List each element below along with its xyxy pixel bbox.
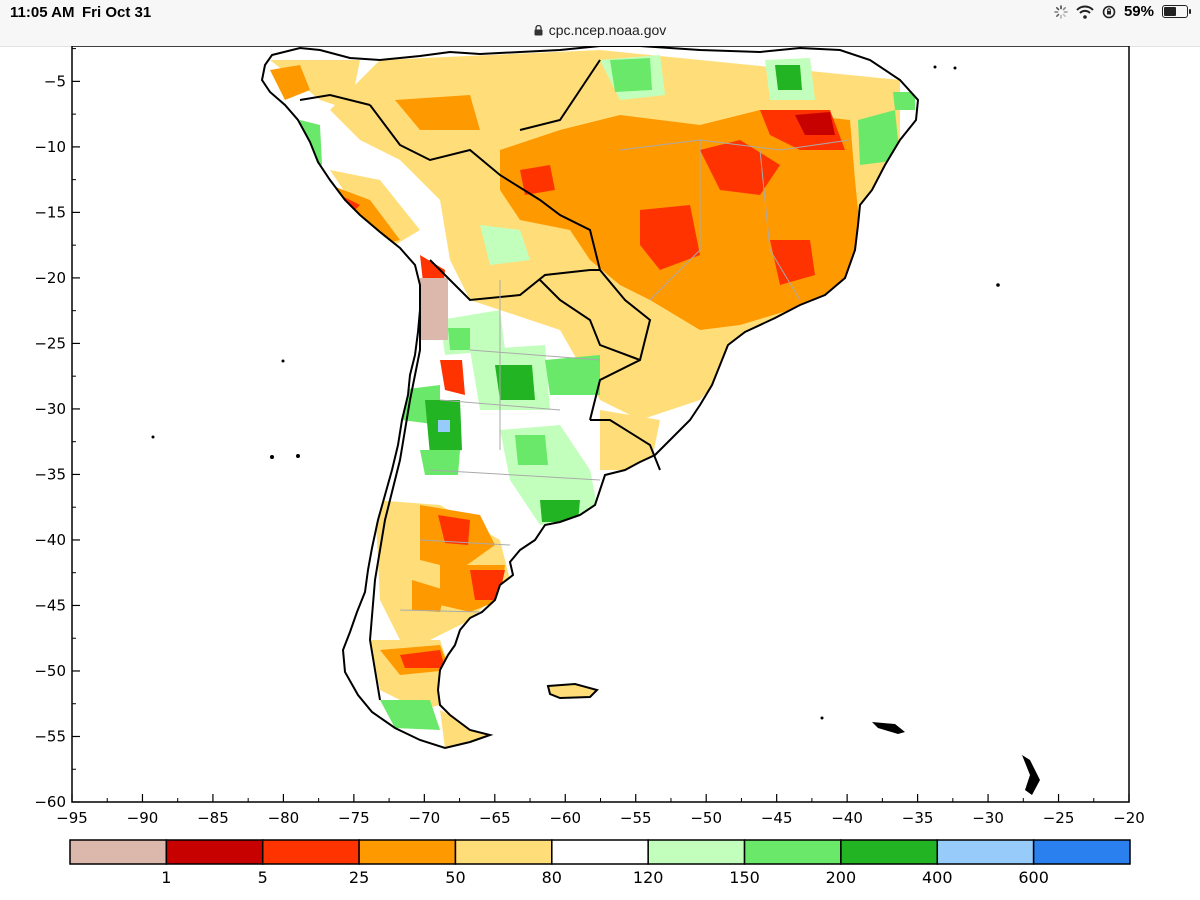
y-tick-label: −45 bbox=[34, 596, 66, 614]
precip-80-region bbox=[600, 410, 660, 470]
legend-swatch bbox=[165, 839, 264, 865]
precip-200-region bbox=[380, 700, 440, 730]
y-tick-label: −5 bbox=[44, 72, 66, 90]
precip-50-region bbox=[395, 95, 480, 130]
legend-swatch bbox=[358, 839, 457, 865]
legend-label: 200 bbox=[826, 868, 857, 887]
precip-25-region bbox=[640, 205, 700, 270]
x-tick-label: −40 bbox=[831, 809, 863, 827]
x-tick-label: −30 bbox=[972, 809, 1004, 827]
precip-200-region bbox=[448, 328, 470, 350]
state-borders bbox=[399, 139, 851, 613]
y-tick-label: −15 bbox=[34, 203, 66, 221]
y-tick-label: −40 bbox=[34, 531, 66, 549]
legend-label: 150 bbox=[729, 868, 760, 887]
status-date: Fri Oct 31 bbox=[82, 4, 152, 21]
x-tick-label: −70 bbox=[409, 809, 441, 827]
x-tick-label: −85 bbox=[197, 809, 229, 827]
y-tick-label: −20 bbox=[34, 269, 66, 287]
precipitation-map: −95 −90 −85 −80 −75 −70 −65 −60 −55 −50 −45 −40 −35−… bbox=[34, 46, 1145, 887]
activity-spinner-icon bbox=[1054, 4, 1068, 19]
y-tick-label: −35 bbox=[34, 465, 66, 483]
x-tick-label: −55 bbox=[620, 809, 652, 827]
x-tick-label: −95 bbox=[56, 809, 88, 827]
legend-label: 25 bbox=[349, 868, 369, 887]
legend-label: 5 bbox=[258, 868, 268, 887]
precip-600-region bbox=[438, 420, 450, 432]
legend-swatch bbox=[840, 839, 939, 865]
y-axis: −5 −10 −15 −20 −25 −30 −35 −40 −45 −50 −55 −60 bbox=[34, 48, 80, 811]
legend-swatch bbox=[936, 839, 1035, 865]
falkland-islands bbox=[546, 682, 599, 700]
legend-label: 1 bbox=[161, 868, 171, 887]
precip-200-region bbox=[515, 435, 548, 465]
battery-percent: 59% bbox=[1123, 3, 1154, 20]
legend-swatch bbox=[454, 839, 553, 865]
precip-400-region bbox=[540, 500, 580, 522]
x-tick-label: −65 bbox=[479, 809, 511, 827]
x-tick-label: −35 bbox=[902, 809, 934, 827]
precip-50-region bbox=[270, 65, 310, 100]
x-tick-label: −45 bbox=[761, 809, 793, 827]
legend-swatch bbox=[743, 839, 842, 865]
x-tick-label: −90 bbox=[127, 809, 159, 827]
x-tick-label: −20 bbox=[1113, 809, 1145, 827]
precip-25-region bbox=[438, 515, 470, 545]
precip-200-region bbox=[858, 110, 900, 165]
precip-1-region bbox=[420, 278, 448, 340]
legend-swatch bbox=[1032, 839, 1131, 865]
lock-icon bbox=[534, 25, 543, 36]
legend-label: 400 bbox=[922, 868, 953, 887]
precip-50-region bbox=[412, 580, 445, 612]
y-tick-label: −55 bbox=[34, 727, 66, 745]
precip-25-region bbox=[440, 360, 465, 395]
precip-5-region bbox=[795, 112, 835, 135]
address-bar[interactable]: cpc.ncep.noaa.gov bbox=[0, 22, 1200, 38]
precip-150-region bbox=[480, 225, 530, 265]
precip-25-region bbox=[520, 165, 555, 195]
status-time: 11:05 AM bbox=[10, 4, 75, 21]
x-axis: −95 −90 −85 −80 −75 −70 −65 −60 −55 −50 −45 −40 −35 −… bbox=[56, 794, 1145, 827]
x-tick-label: −60 bbox=[549, 809, 581, 827]
legend-swatch bbox=[261, 839, 360, 865]
battery-icon bbox=[1162, 5, 1191, 18]
legend-swatch bbox=[647, 839, 746, 865]
precip-200-region bbox=[893, 92, 915, 110]
precip-25-region bbox=[770, 240, 815, 285]
y-tick-label: −50 bbox=[34, 662, 66, 680]
precip-400-region bbox=[495, 365, 535, 400]
legend-label: 80 bbox=[542, 868, 562, 887]
country-borders bbox=[299, 59, 661, 701]
legend-label: 50 bbox=[445, 868, 465, 887]
status-icons: 59% bbox=[1054, 3, 1191, 20]
legend: 1 5 25 50 80 120 150 200 400 600 bbox=[69, 839, 1131, 887]
x-tick-label: −80 bbox=[268, 809, 300, 827]
precip-200-region bbox=[610, 58, 652, 92]
legend-swatch bbox=[551, 839, 649, 865]
y-tick-label: −25 bbox=[34, 334, 66, 352]
south-georgia-island bbox=[872, 722, 905, 734]
precip-25-region bbox=[470, 570, 505, 600]
y-tick-label: −30 bbox=[34, 400, 66, 418]
legend-swatch bbox=[69, 839, 168, 865]
legend-label: 600 bbox=[1018, 868, 1049, 887]
precip-200-region bbox=[545, 355, 600, 395]
status-bar: 11:05 AM Fri Oct 31 cpc.ncep.noaa.gov 59 bbox=[0, 0, 1200, 47]
y-tick-label: −10 bbox=[34, 138, 66, 156]
wifi-icon bbox=[1076, 5, 1094, 19]
y-tick-label: −60 bbox=[34, 793, 66, 811]
url-text: cpc.ncep.noaa.gov bbox=[548, 22, 667, 38]
precip-200-region bbox=[420, 450, 460, 475]
legend-label: 120 bbox=[633, 868, 664, 887]
x-tick-label: −50 bbox=[690, 809, 722, 827]
precip-400-region bbox=[775, 65, 802, 90]
orientation-lock-icon bbox=[1102, 5, 1116, 18]
small-islands bbox=[151, 65, 1040, 795]
x-tick-label: −25 bbox=[1043, 809, 1075, 827]
x-tick-label: −75 bbox=[338, 809, 370, 827]
precip-25-region bbox=[400, 650, 445, 668]
